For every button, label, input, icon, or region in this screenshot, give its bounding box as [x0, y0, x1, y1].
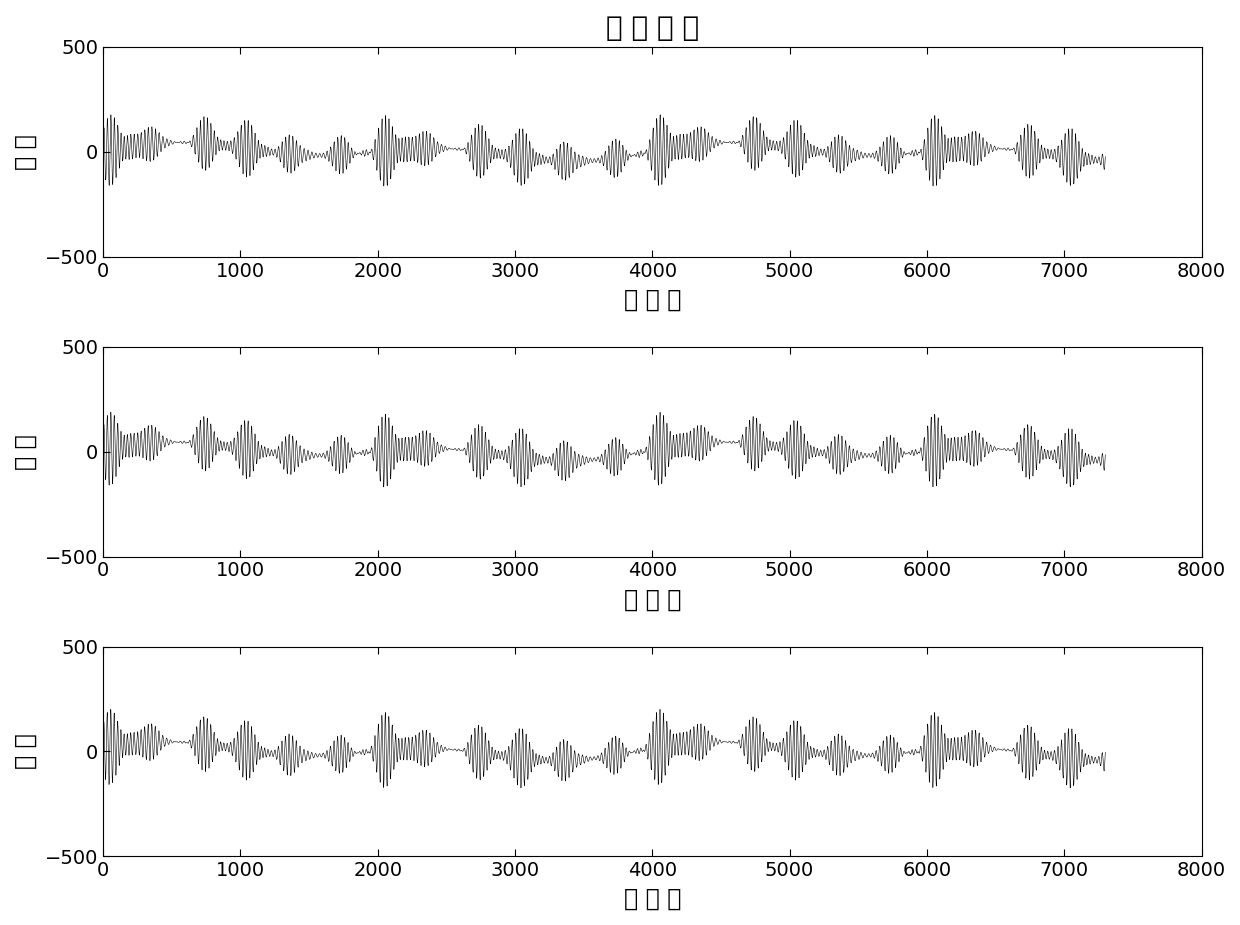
Y-axis label: 幅 値: 幅 値 [14, 434, 38, 470]
X-axis label: 采 样 点: 采 样 点 [624, 887, 681, 911]
Y-axis label: 幅 値: 幅 値 [14, 734, 38, 770]
X-axis label: 采 样 点: 采 样 点 [624, 288, 681, 312]
Y-axis label: 幅 値: 幅 値 [14, 134, 38, 169]
X-axis label: 采 样 点: 采 样 点 [624, 587, 681, 611]
Title: 输 入 信 号: 输 入 信 号 [606, 14, 699, 42]
